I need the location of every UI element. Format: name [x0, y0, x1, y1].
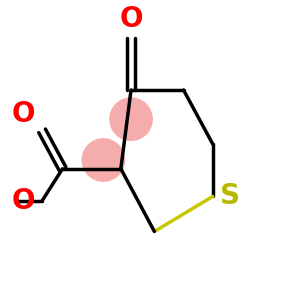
Text: O: O	[11, 100, 35, 128]
Circle shape	[109, 97, 153, 141]
Text: O: O	[119, 5, 143, 33]
Text: O: O	[11, 187, 35, 215]
Circle shape	[82, 138, 125, 182]
Text: S: S	[220, 182, 240, 211]
